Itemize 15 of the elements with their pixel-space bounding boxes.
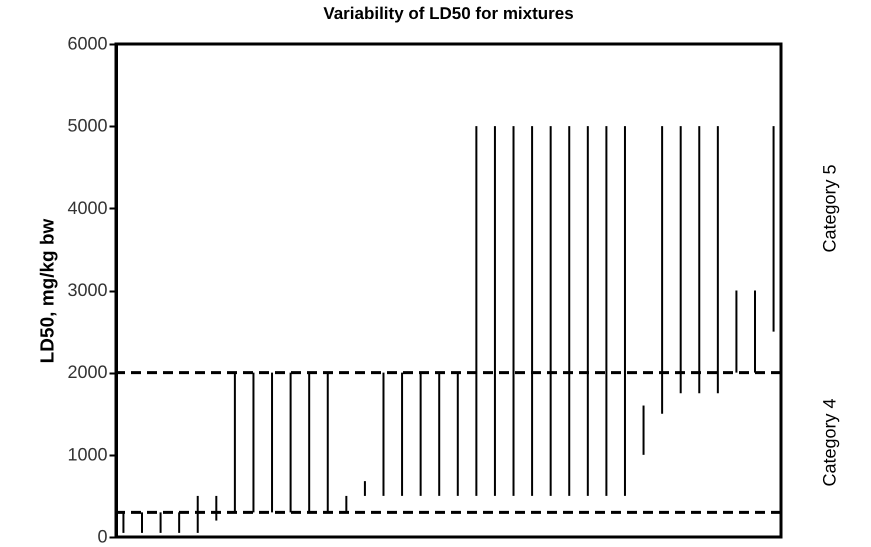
bar [364,481,366,496]
y-tick-label: 3000 [67,280,108,300]
text: Category 4 [820,398,841,487]
text: Category 5 [820,164,841,252]
y-tick-label: 1000 [67,444,108,464]
y-tick-label: 6000 [67,34,108,54]
y-axis-title: LD50, mg/kg bw [37,218,58,364]
y-tick-label: 0 [97,526,108,546]
bar [271,372,274,512]
y-tick-label: 4000 [67,198,108,218]
bar [642,406,645,455]
y-tick-label: 5000 [67,116,108,136]
bar [772,126,775,332]
chart-title: Variability of LD50 for mixtures [323,4,574,23]
y-tick-label: 2000 [67,362,108,382]
